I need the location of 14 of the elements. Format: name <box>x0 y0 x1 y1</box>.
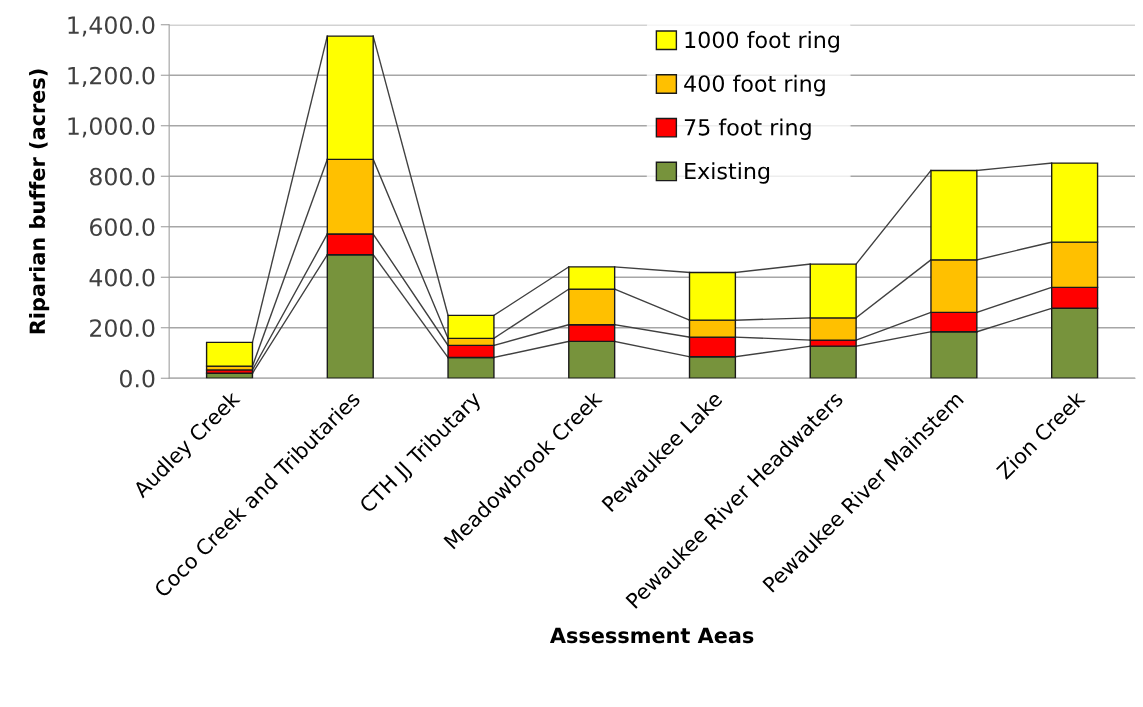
y-tick-label: 600.0 <box>90 218 155 237</box>
y-tick-label: 200.0 <box>90 319 155 338</box>
legend-label: Existing <box>685 162 770 184</box>
legend-label: 400 foot ring <box>684 74 825 97</box>
y-axis-title: Riparian buffer (acres) <box>29 69 50 334</box>
x-axis-title: Assessment Aeas <box>549 627 754 644</box>
legend-label: 1000 foot ring <box>685 31 839 53</box>
y-tick-label: 0.0 <box>119 369 155 388</box>
y-tick-label: 1,200.0 <box>68 66 155 87</box>
legend-label: 75 foot ring <box>684 118 811 140</box>
y-tick-label: 1,000.0 <box>68 117 155 138</box>
y-tick-label: 800.0 <box>89 167 155 186</box>
y-tick-label: 1,400.0 <box>68 16 155 37</box>
y-tick-label: 400.0 <box>89 268 155 287</box>
